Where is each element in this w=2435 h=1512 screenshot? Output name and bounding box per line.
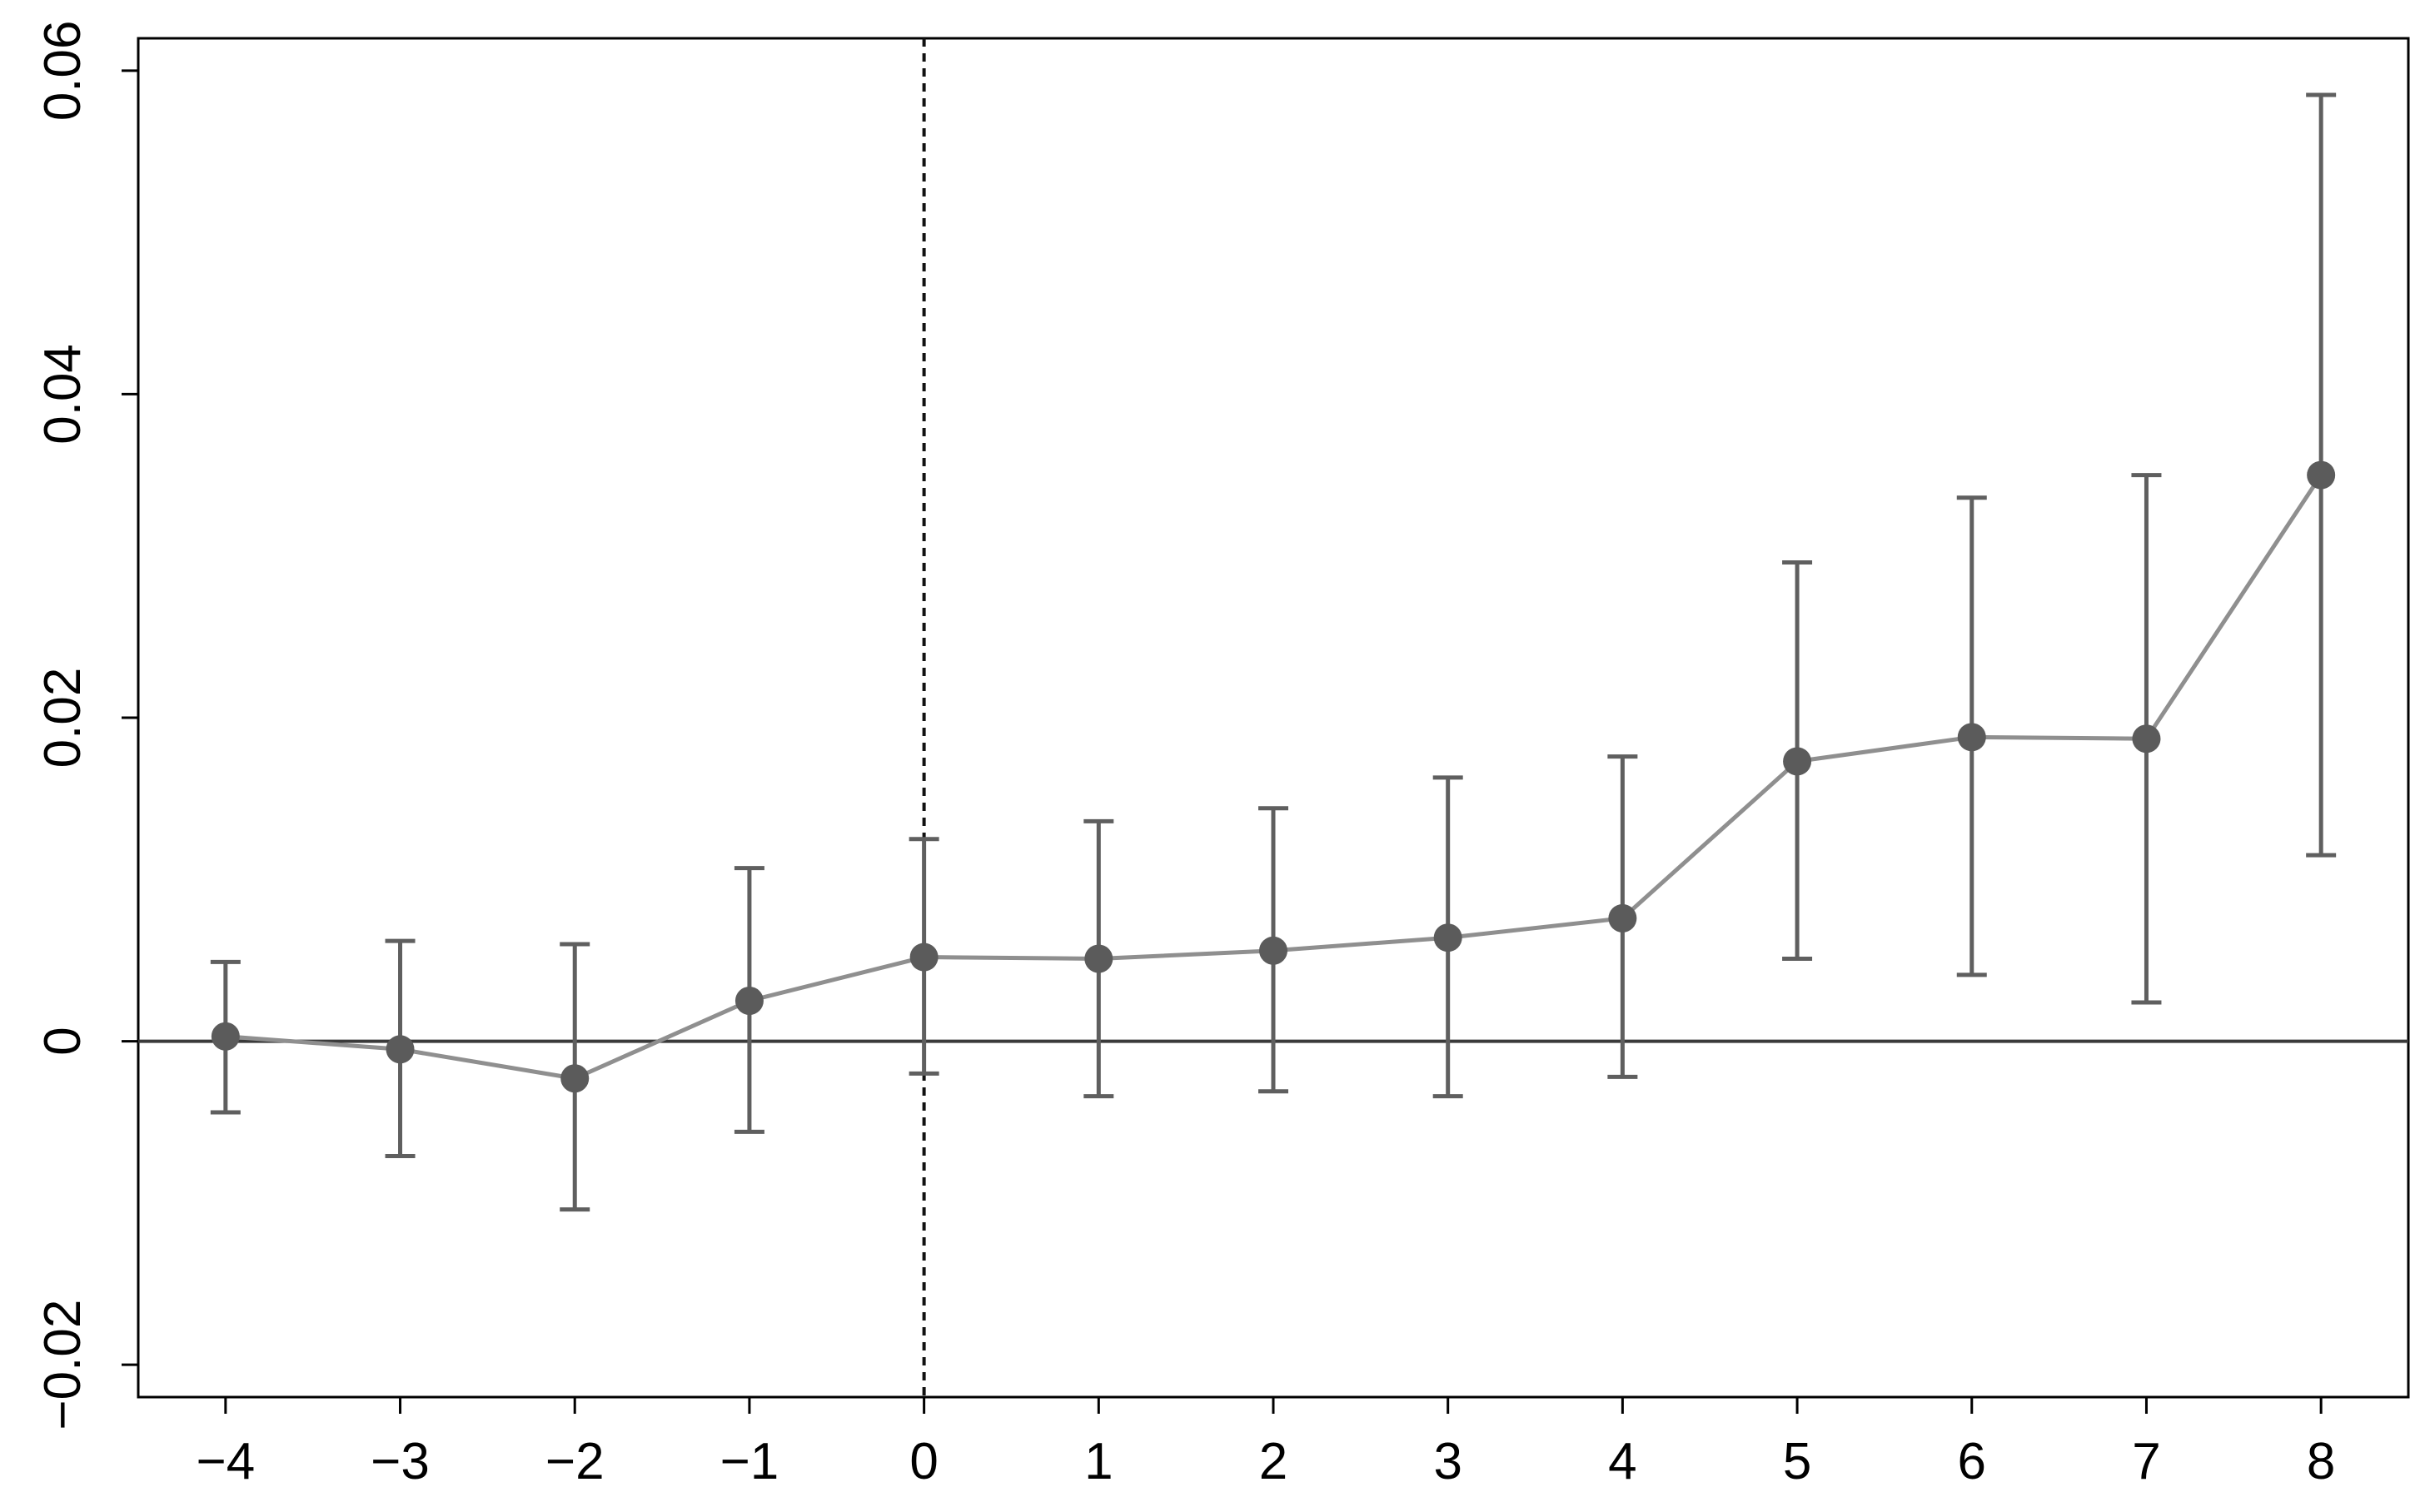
data-point <box>909 943 939 972</box>
y-tick-label: 0 <box>34 1027 92 1055</box>
x-tick-label: −4 <box>196 1433 255 1490</box>
x-tick-label: −3 <box>371 1433 430 1490</box>
data-point <box>1957 723 1986 752</box>
y-tick-label: 0.06 <box>34 21 92 122</box>
data-point <box>1259 936 1287 965</box>
data-point <box>2132 724 2161 754</box>
x-tick-label: 3 <box>1433 1433 1461 1490</box>
x-tick-label: −1 <box>720 1433 779 1490</box>
data-point <box>211 1022 240 1051</box>
x-tick-label: 4 <box>1608 1433 1636 1490</box>
x-tick-label: 6 <box>1958 1433 1986 1490</box>
data-point <box>2307 460 2336 490</box>
data-point <box>734 987 764 1015</box>
x-tick-label: −2 <box>545 1433 605 1490</box>
x-tick-label: 0 <box>909 1433 938 1490</box>
reference-lines <box>138 38 2408 1397</box>
y-axis: −0.02 0 0.02 0.04 0.06 <box>34 21 138 1430</box>
y-tick-label: 0.02 <box>34 668 92 768</box>
data-point <box>1433 923 1462 952</box>
x-tick-label: 7 <box>2132 1433 2160 1490</box>
data-point <box>560 1064 590 1093</box>
x-tick-label: 1 <box>1084 1433 1113 1490</box>
y-tick-label: −0.02 <box>34 1300 92 1430</box>
data-point <box>386 1035 415 1064</box>
data-point <box>1608 903 1637 933</box>
x-tick-label: 5 <box>1783 1433 1811 1490</box>
data-point <box>1084 944 1113 973</box>
y-tick-label: 0.04 <box>34 344 92 445</box>
x-tick-label: 8 <box>2307 1433 2335 1490</box>
plot-frame <box>137 37 2410 1399</box>
x-tick-label: 2 <box>1259 1433 1287 1490</box>
data-point <box>1783 747 1812 776</box>
x-axis: −4 −3 −2 −1 0 1 2 3 4 5 6 7 8 <box>196 1397 2335 1490</box>
data-points <box>211 460 2336 1093</box>
